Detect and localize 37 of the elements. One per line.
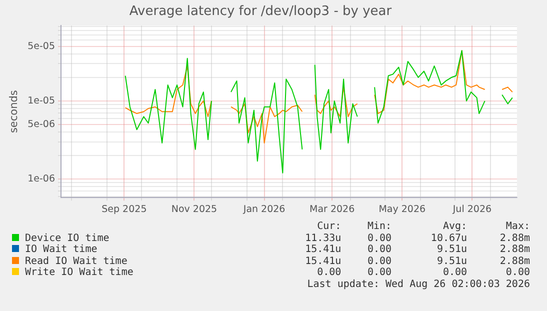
- text: 0.00: [366, 256, 392, 267]
- x-tick-label: Jul 2026: [452, 204, 492, 215]
- text: 9.51u: [436, 244, 468, 256]
- x-tick-label: Sep 2025: [102, 204, 147, 215]
- legend-label: IO Wait time: [24, 244, 98, 256]
- y-tick-label: 1e-06: [28, 174, 56, 185]
- text: Avg:: [442, 221, 468, 232]
- legend-label: Write IO Wait time: [24, 267, 134, 278]
- text: 2.88m: [498, 232, 530, 244]
- text: 0.00: [504, 267, 530, 278]
- x-tick-label: Nov 2025: [171, 204, 218, 215]
- text: 0.00: [366, 244, 392, 256]
- text: 0.00: [366, 232, 392, 244]
- y-tick-label: 5e-06: [28, 118, 56, 130]
- y-axis-title: seconds: [8, 90, 20, 134]
- y-tick-label: 1e-05: [28, 95, 56, 106]
- text: 0.00: [316, 267, 342, 278]
- text: 2.88m: [498, 244, 530, 256]
- text: Min:: [366, 221, 392, 232]
- chart-title: Average latency for /dev/loop3 - by year: [129, 4, 392, 20]
- text: 11.33u: [304, 232, 342, 244]
- legend-label: Device IO time: [24, 232, 110, 244]
- text: Cur:: [316, 221, 342, 232]
- text: 9.51u: [436, 256, 468, 267]
- text: Last update: Wed Aug 26 02:00:03 2026: [306, 278, 530, 290]
- x-tick-label: Jan 2026: [242, 204, 286, 215]
- text: 10.67u: [430, 232, 468, 244]
- text: 15.41u: [304, 256, 342, 267]
- text: 0.00: [366, 267, 392, 278]
- y-tick-label: 5e-05: [28, 40, 56, 52]
- text: 15.41u: [304, 244, 342, 256]
- x-tick-label: May 2026: [378, 204, 426, 215]
- x-tick-label: Mar 2026: [310, 204, 355, 215]
- legend-label: Read IO Wait time: [24, 256, 128, 267]
- text: Max:: [504, 221, 530, 232]
- text: 0.00: [442, 267, 468, 278]
- text: 2.88m: [498, 256, 530, 267]
